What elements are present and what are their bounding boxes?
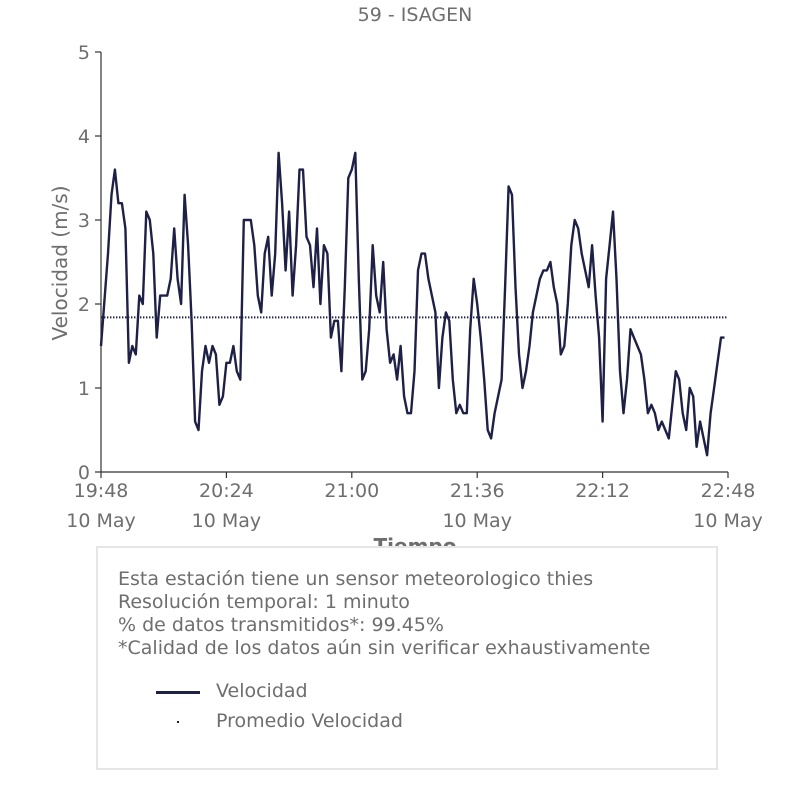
x-tick-sublabel: 10 May — [693, 510, 763, 532]
speed-chart: 59 - ISAGEN 0 1 2 3 4 5 19:48 10 May 20:24 10 Ma… — [48, 4, 763, 558]
x-axis: 19:48 10 May 20:24 10 May 21:00 21:36 10 May 22… — [66, 471, 763, 532]
legend-label: Velocidad — [216, 680, 308, 702]
info-line-quality-note: *Calidad de los datos aún sin verificar … — [118, 637, 651, 659]
chart-title: 59 - ISAGEN — [358, 4, 473, 26]
legend-line-swatch — [156, 691, 200, 694]
y-tick-label: 5 — [78, 42, 90, 64]
info-line-sensor: Esta estación tiene un sensor meteorolog… — [118, 568, 594, 590]
info-line-transmitted: % de datos transmitidos*: 99.45% — [118, 614, 444, 636]
x-tick-label: 19:48 — [74, 480, 129, 502]
x-tick-label: 21:00 — [324, 480, 379, 502]
y-axis: 0 1 2 3 4 5 — [78, 42, 102, 484]
info-box: Esta estación tiene un sensor meteorolog… — [96, 546, 718, 770]
x-tick-sublabel: 10 May — [192, 510, 262, 532]
y-tick-label: 3 — [78, 210, 90, 232]
y-tick-label: 4 — [78, 126, 90, 148]
x-tick-label: 22:12 — [575, 480, 630, 502]
legend-dot-swatch — [177, 721, 179, 723]
x-tick-sublabel: 10 May — [66, 510, 136, 532]
x-tick-label: 20:24 — [199, 480, 254, 502]
info-line-resolution: Resolución temporal: 1 minuto — [118, 591, 410, 613]
y-tick-label: 2 — [78, 294, 90, 316]
speed-line — [99, 151, 725, 457]
x-tick-label: 22:48 — [701, 480, 756, 502]
info-lines: Esta estación tiene un sensor meteorolog… — [118, 568, 650, 660]
x-tick-label: 21:36 — [450, 480, 505, 502]
legend-label: Promedio Velocidad — [216, 710, 403, 732]
y-tick-label: 0 — [78, 462, 90, 484]
y-tick-label: 1 — [78, 378, 90, 400]
series-layer — [99, 151, 728, 457]
x-tick-sublabel: 10 May — [442, 510, 512, 532]
y-axis-label: Velocidad (m/s) — [48, 185, 72, 340]
